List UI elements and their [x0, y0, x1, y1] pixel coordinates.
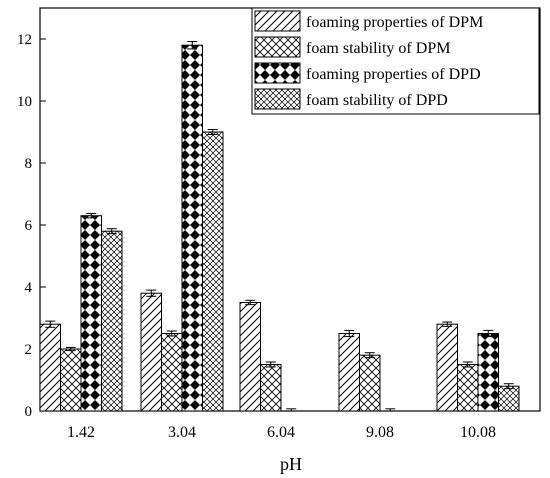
bar-foam-stability-of-dpd-3.04 [202, 131, 224, 412]
bar-foam-stability-of-dpm-9.08 [359, 354, 381, 412]
x-axis: 1.42 3.04 6.04 9.08 10.08 [67, 405, 496, 441]
legend-swatch [254, 88, 301, 110]
y-tick-label: 10 [17, 94, 32, 110]
x-tick-label: 1.42 [67, 424, 95, 441]
bar-foaming-properties-of-dpm-3.04 [140, 292, 162, 412]
y-tick-label: 8 [25, 156, 33, 172]
bar-foam-stability-of-dpm-6.04 [260, 364, 282, 412]
bar-foam-stability-of-dpm-10.08 [457, 364, 479, 412]
y-tick-label: 12 [17, 32, 32, 48]
bar-foaming-properties-of-dpm-9.08 [338, 333, 360, 412]
legend: foaming properties of DPM foam stability … [251, 7, 540, 115]
x-tick-label: 6.04 [267, 424, 295, 441]
legend-label: foam stability of DPM [306, 40, 450, 57]
bar-foaming-properties-of-dpm-1.42 [39, 323, 61, 412]
y-tick-label: 0 [25, 404, 33, 420]
legend-swatch [254, 62, 301, 84]
x-tick-label: 10.08 [460, 424, 496, 441]
bar-foaming-properties-of-dpm-6.04 [239, 302, 261, 412]
x-tick-label: 3.04 [168, 424, 196, 441]
bar-foam-stability-of-dpm-3.04 [161, 333, 183, 412]
legend-swatch [254, 10, 301, 32]
y-axis: 0 2 4 6 8 10 12 [17, 32, 46, 420]
bar-foaming-properties-of-dpd-10.08 [477, 333, 499, 412]
legend-label: foaming properties of DPD [306, 66, 481, 83]
x-axis-label: pH [280, 454, 302, 474]
y-tick-label: 6 [25, 218, 33, 234]
y-tick-label: 2 [25, 342, 33, 358]
legend-label: foaming properties of DPM [306, 14, 483, 31]
bar-foam-stability-of-dpd-10.08 [498, 385, 520, 412]
y-tick-label: 4 [25, 280, 33, 296]
legend-swatch [254, 36, 301, 58]
legend-label: foam stability of DPD [306, 92, 448, 109]
bar-foam-stability-of-dpd-1.42 [101, 230, 123, 412]
x-tick-label: 9.08 [366, 424, 394, 441]
bar-foam-stability-of-dpm-1.42 [60, 348, 82, 412]
bar-foaming-properties-of-dpd-3.04 [181, 44, 203, 412]
bar-foaming-properties-of-dpm-10.08 [436, 323, 458, 412]
bar-foaming-properties-of-dpd-1.42 [80, 215, 102, 412]
bars [39, 40, 520, 412]
